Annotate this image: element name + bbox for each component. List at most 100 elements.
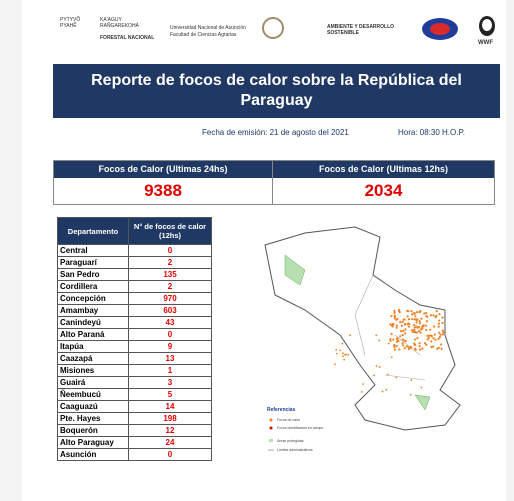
department: Central — [57, 244, 129, 257]
hotspot — [407, 310, 410, 313]
hotspot — [402, 344, 405, 347]
hotspot — [406, 315, 409, 318]
department: Asunción — [57, 448, 129, 461]
legend-item: Focos de calor — [277, 418, 301, 422]
hotspot — [429, 314, 432, 317]
fire-count: 1 — [128, 364, 212, 377]
hotspot — [378, 366, 381, 368]
hotspot — [433, 333, 436, 336]
fire-count: 13 — [128, 352, 212, 365]
legend-item: Áreas protegidas — [277, 439, 304, 443]
counter-label: Focos de Calor (Ultimas 12hs) — [273, 161, 494, 178]
fire-count: 14 — [128, 400, 212, 413]
hotspot — [418, 345, 421, 348]
hotspot — [390, 315, 393, 318]
hotspot — [417, 329, 421, 333]
column-header: N° de focos de calor (12hs) — [128, 217, 212, 245]
hotspot — [393, 348, 397, 351]
table-row: Caaguazú 14 — [57, 400, 212, 413]
table-row: San Pedro 135 — [57, 268, 212, 281]
hotspot — [401, 334, 404, 337]
hotspot — [390, 332, 393, 336]
hotspot — [396, 337, 399, 340]
hotspot — [437, 337, 440, 340]
hotspot — [395, 376, 398, 379]
hotspot — [396, 317, 399, 321]
hotspot — [421, 327, 424, 330]
issue-time: Hora: 08:30 H.O.P. — [398, 128, 465, 137]
hotspot — [418, 320, 421, 323]
aei-logo — [422, 18, 458, 40]
hotspot — [398, 348, 401, 351]
hotspot — [401, 320, 404, 323]
hotspot — [393, 345, 396, 349]
hotspot — [404, 323, 407, 326]
hotspot — [426, 315, 429, 318]
hotspot — [407, 322, 410, 325]
department: Pte. Hayes — [57, 412, 129, 425]
map: Referencias Focos de calor Focos identif… — [264, 226, 461, 452]
fire-count: 9 — [128, 340, 212, 353]
hotspot — [393, 309, 396, 312]
fire-count: 0 — [128, 448, 212, 461]
hotspot — [362, 383, 365, 385]
hotspot — [404, 328, 407, 331]
fire-count: 3 — [128, 376, 212, 389]
hotspot — [415, 321, 418, 324]
department: Paraguarí — [57, 256, 129, 269]
hotspot — [433, 325, 436, 328]
department: Concepción — [57, 292, 129, 305]
hotspot — [413, 343, 416, 346]
hotspot — [405, 345, 408, 348]
department: Canindeyú — [57, 316, 129, 329]
hotspot — [439, 343, 443, 346]
hotspot — [390, 356, 393, 359]
hotspot — [426, 334, 429, 337]
fire-count: 603 — [128, 304, 212, 317]
logo-text: WWF — [478, 40, 493, 46]
table-row: Asunción 0 — [57, 448, 212, 461]
hotspot — [360, 391, 363, 393]
hotspot — [428, 334, 431, 337]
hotspot — [418, 311, 421, 314]
hotspot — [430, 345, 433, 349]
hotspot — [335, 352, 338, 355]
table-row: Concepción 970 — [57, 292, 212, 305]
logo-text: KA'AGUY RAÑGAREKOHÁ — [100, 17, 139, 29]
hotspot — [375, 334, 378, 337]
hotspot — [407, 318, 411, 321]
fire-count: 0 — [128, 328, 212, 341]
counter-value: 9388 — [54, 178, 272, 204]
hotspot — [411, 330, 415, 334]
hotspot — [393, 311, 396, 314]
hotspot — [415, 331, 419, 334]
hotspot — [409, 393, 412, 396]
hotspot — [341, 342, 344, 345]
hotspot — [421, 347, 424, 350]
hotspot — [441, 329, 444, 332]
hotspot — [438, 313, 441, 316]
hotspot — [441, 316, 444, 319]
hotspot — [434, 338, 437, 341]
hotspot — [418, 342, 421, 345]
table-row: Boquerón 12 — [57, 424, 212, 437]
hotspot — [386, 373, 389, 376]
table-row: Ñeembucú 5 — [57, 388, 212, 401]
legend-title: Referencias — [267, 407, 296, 413]
hotspot — [413, 338, 416, 341]
table-row: Caazapá 13 — [57, 352, 212, 365]
hotspot — [429, 328, 432, 331]
hotspot — [389, 323, 392, 326]
hotspot — [425, 328, 428, 332]
hotspot — [438, 331, 441, 334]
hotspot — [430, 340, 433, 343]
fire-count: 5 — [128, 388, 212, 401]
hotspot — [435, 310, 438, 313]
hotspot — [391, 322, 394, 326]
hotspot — [425, 320, 429, 323]
hotspot — [342, 355, 344, 358]
hotspot — [437, 325, 440, 328]
hotspot — [343, 358, 346, 361]
logo-text: PYTYVÕ PYAHẼ — [60, 17, 81, 29]
emblem — [262, 17, 284, 39]
